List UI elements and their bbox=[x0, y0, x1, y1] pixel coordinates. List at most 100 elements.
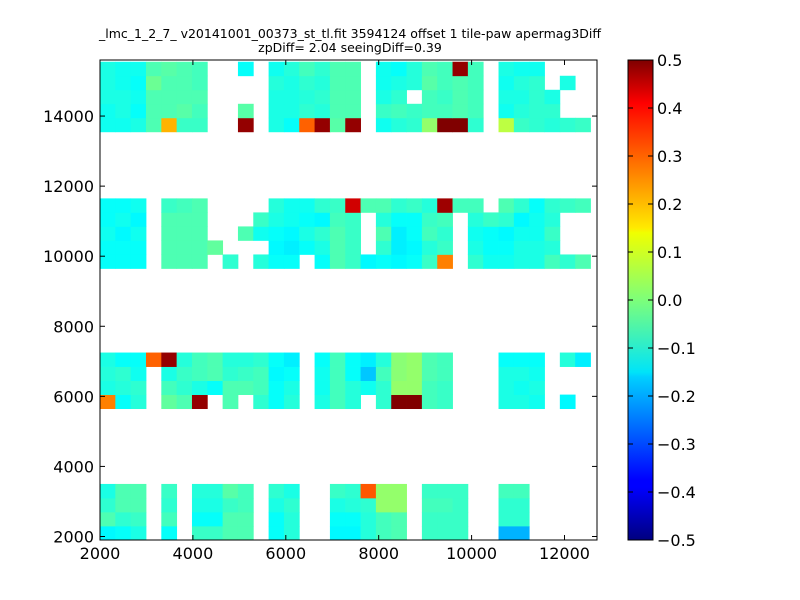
heatmap-cell bbox=[237, 525, 254, 541]
heatmap-cell bbox=[452, 525, 469, 541]
heatmap-cell bbox=[391, 103, 407, 119]
heatmap-cell bbox=[130, 212, 147, 227]
heatmap-cell bbox=[176, 366, 193, 381]
heatmap-cell bbox=[406, 61, 423, 77]
heatmap-cell bbox=[437, 254, 453, 269]
heatmap-cell bbox=[559, 117, 576, 133]
x-tick-label: 6000 bbox=[265, 544, 306, 563]
heatmap-cell bbox=[268, 511, 285, 527]
heatmap-cell bbox=[575, 117, 591, 133]
heatmap-cell bbox=[329, 366, 346, 381]
heatmap-cell bbox=[115, 240, 132, 255]
heatmap-cell bbox=[176, 75, 193, 91]
heatmap-cell bbox=[145, 89, 162, 105]
heatmap-cell bbox=[237, 497, 254, 513]
heatmap-cell bbox=[130, 380, 147, 395]
heatmap-cell bbox=[161, 75, 178, 91]
heatmap-cell bbox=[421, 117, 438, 133]
heatmap-cell bbox=[145, 352, 162, 367]
heatmap-cell bbox=[268, 226, 285, 241]
heatmap-cell bbox=[391, 254, 407, 269]
heatmap-cell bbox=[529, 117, 545, 133]
colorbar-tick-label: −0.5 bbox=[657, 531, 696, 550]
heatmap-cell bbox=[314, 89, 331, 105]
heatmap-cell bbox=[421, 103, 438, 119]
heatmap-cell bbox=[299, 198, 315, 213]
heatmap-cell bbox=[314, 380, 331, 395]
heatmap-cell bbox=[544, 212, 561, 227]
heatmap-cell bbox=[437, 103, 453, 119]
heatmap-cell bbox=[207, 352, 224, 367]
heatmap-cell bbox=[421, 366, 438, 381]
heatmap-cell bbox=[529, 254, 545, 269]
heatmap-cell bbox=[498, 254, 515, 269]
heatmap-cell bbox=[268, 117, 285, 133]
heatmap-cell bbox=[176, 89, 193, 105]
heatmap-cell bbox=[283, 254, 300, 269]
heatmap-cell bbox=[529, 226, 545, 241]
heatmap-cell bbox=[329, 483, 346, 499]
heatmap-cell bbox=[559, 254, 576, 269]
heatmap-cell bbox=[375, 89, 392, 105]
heatmap-cell bbox=[130, 61, 147, 77]
heatmap-cell bbox=[345, 380, 361, 395]
heatmap-cell bbox=[375, 394, 392, 410]
heatmap-cell bbox=[467, 75, 484, 91]
heatmap-cell bbox=[498, 394, 515, 410]
y-tick-label: 8000 bbox=[53, 317, 94, 336]
heatmap-cell bbox=[115, 61, 132, 77]
heatmap-cell bbox=[421, 198, 438, 213]
heatmap-cell bbox=[406, 75, 423, 91]
heatmap-cell bbox=[115, 525, 132, 541]
colorbar-tick-label: 0.2 bbox=[657, 195, 682, 214]
heatmap-cell bbox=[391, 89, 407, 105]
heatmap-cell bbox=[498, 483, 515, 499]
heatmap-cell bbox=[375, 212, 392, 227]
heatmap-cell bbox=[467, 212, 484, 227]
heatmap-cell bbox=[437, 198, 453, 213]
heatmap-cell bbox=[360, 497, 377, 513]
heatmap-cell bbox=[161, 352, 178, 367]
heatmap-cell bbox=[161, 254, 178, 269]
heatmap-cell bbox=[283, 61, 300, 77]
heatmap-cell bbox=[314, 61, 331, 77]
heatmap-cell bbox=[268, 497, 285, 513]
heatmap-cell bbox=[191, 394, 208, 410]
heatmap-cell bbox=[329, 525, 346, 541]
heatmap-cell bbox=[467, 89, 484, 105]
heatmap-cell bbox=[161, 511, 178, 527]
heatmap-cell bbox=[253, 352, 270, 367]
heatmap-cell bbox=[130, 75, 147, 91]
heatmap-cell bbox=[375, 75, 392, 91]
heatmap-cell bbox=[437, 240, 453, 255]
heatmap-cell bbox=[222, 525, 239, 541]
heatmap-cell bbox=[406, 366, 423, 381]
colorbar-tick-label: 0.5 bbox=[657, 51, 682, 70]
heatmap-cell bbox=[437, 61, 453, 77]
heatmap-cell bbox=[452, 103, 469, 119]
heatmap-cell bbox=[345, 61, 361, 77]
heatmap-cell bbox=[452, 511, 469, 527]
heatmap-cell bbox=[191, 483, 208, 499]
heatmap-cell bbox=[222, 366, 239, 381]
heatmap-cell bbox=[421, 380, 438, 395]
x-axis: 2000 4000 6000 8000 10000 12000 bbox=[80, 60, 590, 563]
heatmap-cell bbox=[191, 198, 208, 213]
heatmap-cell bbox=[253, 394, 270, 410]
heatmap-cell bbox=[391, 226, 407, 241]
heatmap-cell bbox=[345, 366, 361, 381]
heatmap-cell bbox=[176, 226, 193, 241]
heatmap-cell bbox=[345, 226, 361, 241]
heatmap-cell bbox=[437, 89, 453, 105]
heatmap-cell bbox=[375, 511, 392, 527]
heatmap-cell bbox=[100, 497, 116, 513]
heatmap-cell bbox=[130, 511, 147, 527]
heatmap-cell bbox=[145, 61, 162, 77]
x-tick-label: 4000 bbox=[173, 544, 214, 563]
heatmap-cell bbox=[421, 61, 438, 77]
heatmap-cell bbox=[452, 75, 469, 91]
heatmap-cell bbox=[283, 212, 300, 227]
heatmap-cell bbox=[406, 380, 423, 395]
heatmap-cell bbox=[115, 75, 132, 91]
heatmap-cell bbox=[237, 61, 254, 77]
